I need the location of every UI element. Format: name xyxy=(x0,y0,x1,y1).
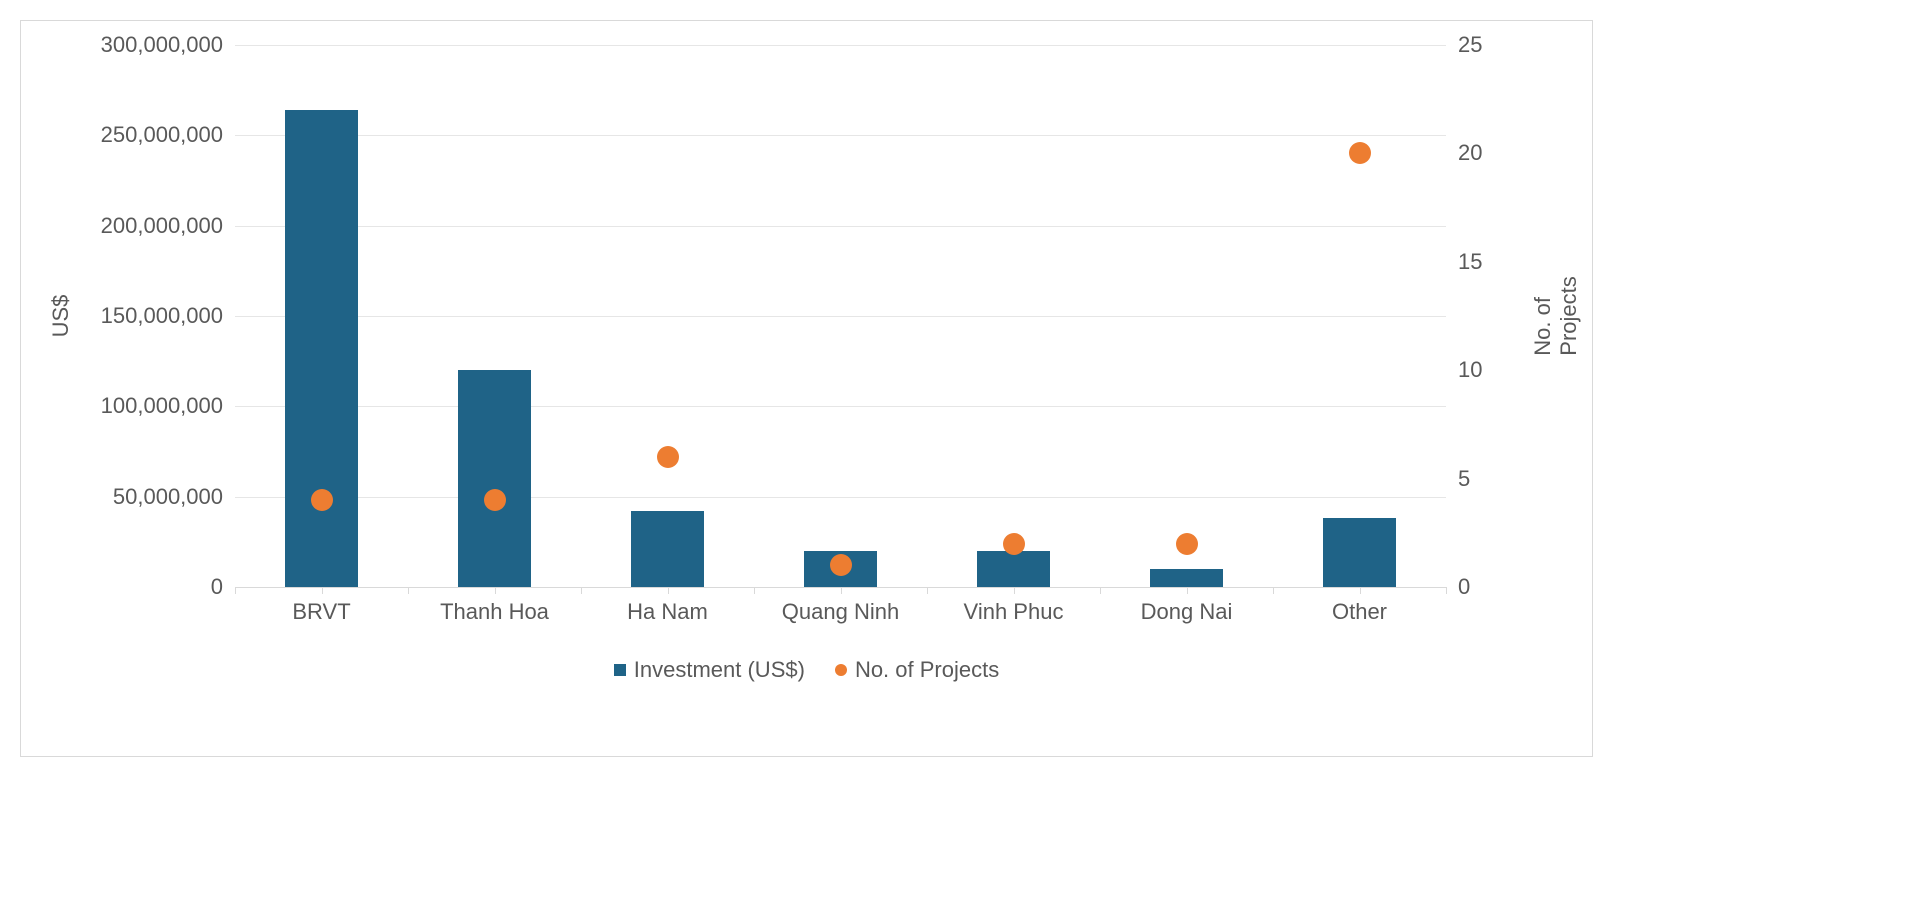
x-tick-label: Dong Nai xyxy=(1141,599,1233,625)
investment-projects-chart: 0 50,000,000 100,000,000 150,000,000 200,000… xyxy=(20,20,1593,757)
x-tick-mark xyxy=(495,587,496,594)
x-tick-mark xyxy=(668,587,669,594)
scatter-dot xyxy=(1349,142,1371,164)
legend-swatch-bar xyxy=(614,664,626,676)
x-tick-mark xyxy=(322,587,323,594)
bar xyxy=(285,110,358,587)
y-left-tick: 300,000,000 xyxy=(101,32,223,58)
y-right-tick: 5 xyxy=(1458,466,1470,492)
y-left-tick: 250,000,000 xyxy=(101,122,223,148)
gridline xyxy=(235,406,1446,407)
y-right-tick: 0 xyxy=(1458,574,1470,600)
x-tick-label: Quang Ninh xyxy=(782,599,899,625)
gridline xyxy=(235,316,1446,317)
gridline xyxy=(235,135,1446,136)
gridline xyxy=(235,45,1446,46)
y-left-tick: 200,000,000 xyxy=(101,213,223,239)
x-tick-label: Ha Nam xyxy=(627,599,708,625)
x-boundary-tick xyxy=(1446,587,1447,594)
bar xyxy=(1323,518,1396,587)
scatter-dot xyxy=(484,489,506,511)
legend: Investment (US$) No. of Projects xyxy=(21,657,1592,683)
x-tick-mark xyxy=(1014,587,1015,594)
gridline xyxy=(235,226,1446,227)
x-boundary-tick xyxy=(408,587,409,594)
legend-item-investment: Investment (US$) xyxy=(614,657,805,683)
bar xyxy=(631,511,704,587)
y-left-tick: 100,000,000 xyxy=(101,393,223,419)
bar xyxy=(977,551,1050,587)
x-boundary-tick xyxy=(754,587,755,594)
plot-area xyxy=(235,45,1446,587)
x-tick-label: BRVT xyxy=(292,599,350,625)
y-left-tick: 0 xyxy=(211,574,223,600)
bar xyxy=(458,370,531,587)
y-left-tick: 150,000,000 xyxy=(101,303,223,329)
x-tick-label: Other xyxy=(1332,599,1387,625)
scatter-dot xyxy=(311,489,333,511)
x-boundary-tick xyxy=(927,587,928,594)
y-right-tick: 20 xyxy=(1458,140,1482,166)
y-right-axis-label: No. of Projects xyxy=(1530,276,1582,355)
x-tick-mark xyxy=(1360,587,1361,594)
y-left-tick: 50,000,000 xyxy=(113,484,223,510)
legend-label: No. of Projects xyxy=(855,657,999,683)
y-left-axis-label: US$ xyxy=(48,295,74,338)
x-tick-label: Thanh Hoa xyxy=(440,599,549,625)
scatter-dot xyxy=(657,446,679,468)
y-right-tick: 10 xyxy=(1458,357,1482,383)
bar xyxy=(1150,569,1223,587)
legend-label: Investment (US$) xyxy=(634,657,805,683)
y-right-tick: 25 xyxy=(1458,32,1482,58)
x-boundary-tick xyxy=(1100,587,1101,594)
scatter-dot xyxy=(1003,533,1025,555)
scatter-dot xyxy=(830,554,852,576)
x-boundary-tick xyxy=(235,587,236,594)
legend-item-projects: No. of Projects xyxy=(835,657,999,683)
scatter-dot xyxy=(1176,533,1198,555)
x-tick-mark xyxy=(841,587,842,594)
x-boundary-tick xyxy=(1273,587,1274,594)
x-boundary-tick xyxy=(581,587,582,594)
x-tick-mark xyxy=(1187,587,1188,594)
legend-swatch-dot xyxy=(835,664,847,676)
gridline xyxy=(235,497,1446,498)
y-right-tick: 15 xyxy=(1458,249,1482,275)
x-tick-label: Vinh Phuc xyxy=(964,599,1064,625)
